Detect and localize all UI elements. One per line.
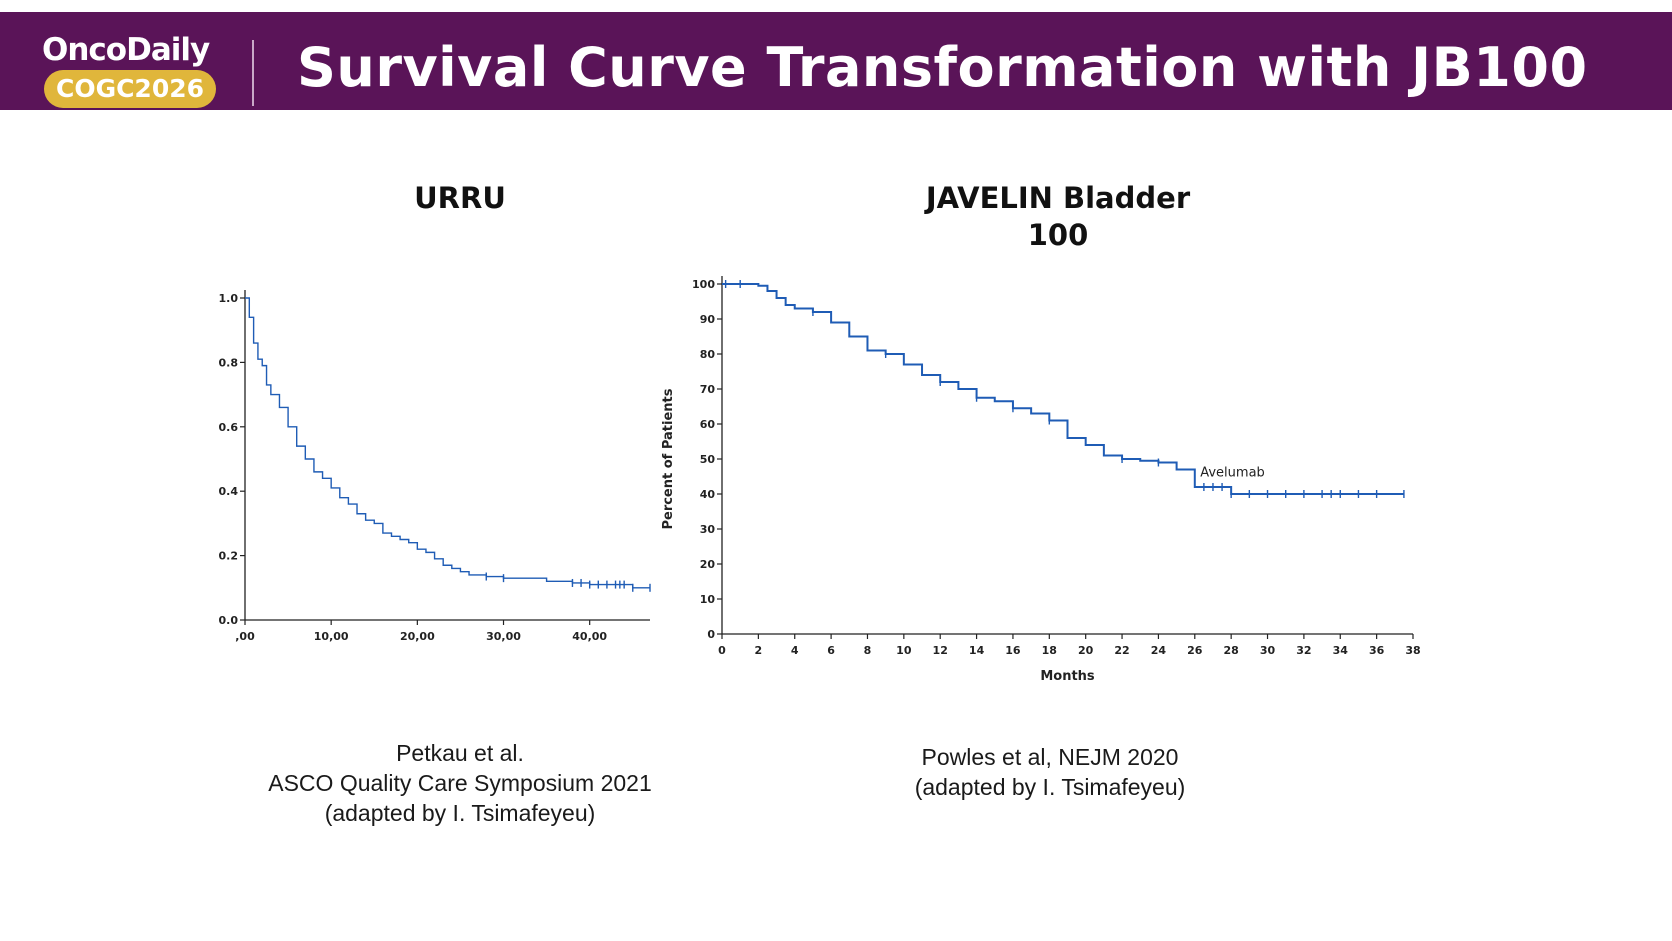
right-chart-title-line-1: JAVELIN Bladder [925,181,1191,215]
javelin-chart-x-tick-label: 34 [1333,644,1349,657]
javelin-chart-x-tick-label: 12 [933,644,948,657]
javelin-chart-y-tick-label: 100 [692,278,715,291]
javelin-chart-y-tick-label: 90 [700,313,716,326]
javelin-chart-x-tick-label: 14 [969,644,985,657]
urru-chart-x-tick-label: 20,00 [400,630,435,643]
javelin-chart-x-axis-label: Months [1040,669,1095,684]
javelin-chart-y-tick-label: 10 [700,593,716,606]
left-chart-title: URRU [300,180,620,217]
right-citation-line-2: (adapted by I. Tsimafeyeu) [914,774,1186,800]
javelin-chart-x-tick-label: 2 [755,644,763,657]
javelin-chart-y-tick-label: 50 [700,453,716,466]
left-citation-line-3: (adapted by I. Tsimafeyeu) [324,800,596,826]
left-citation-line-2: ASCO Quality Care Symposium 2021 [268,770,652,796]
javelin-chart-y-tick-label: 70 [700,383,716,396]
urru-chart-x-tick-label: 40,00 [572,630,607,643]
javelin-chart-x-tick-label: 30 [1260,644,1276,657]
javelin-chart-y-tick-label: 60 [700,418,716,431]
javelin-chart-series-label: Avelumab [1200,466,1265,481]
urru-chart-y-tick-label: 0.0 [219,614,239,627]
javelin-chart-x-tick-label: 16 [1005,644,1021,657]
javelin-chart-x-tick-label: 6 [827,644,835,657]
logo-badge: COGC2026 [44,70,216,108]
javelin-chart-x-tick-label: 26 [1187,644,1203,657]
left-citation: Petkau et al. ASCO Quality Care Symposiu… [220,738,700,828]
javelin-chart-y-tick-label: 20 [700,558,716,571]
javelin-chart-x-tick-label: 10 [896,644,912,657]
javelin-chart-x-tick-label: 8 [864,644,872,657]
urru-chart-x-tick-label: 10,00 [314,630,349,643]
urru-chart-y-tick-label: 0.6 [219,421,239,434]
javelin-chart-x-tick-label: 20 [1078,644,1094,657]
logo-wordmark: OncoDaily [42,32,210,68]
javelin-chart-x-tick-label: 18 [1042,644,1057,657]
javelin-chart-series-line [722,283,1404,495]
javelin-chart-x-tick-label: 0 [718,644,726,657]
javelin-chart-x-tick-label: 24 [1151,644,1167,657]
urru-chart-series-line [245,297,650,589]
javelin-chart-y-axis-label: Percent of Patients [661,388,676,529]
urru-chart-x-tick-label: 30,00 [486,630,521,643]
header-divider [252,40,254,106]
left-citation-line-1: Petkau et al. [396,740,524,766]
slide-title: Survival Curve Transformation with JB100 [297,36,1588,99]
right-chart-title: JAVELIN Bladder 100 [870,180,1246,254]
javelin-chart-y-tick-label: 80 [700,348,716,361]
javelin-chart-x-tick-label: 32 [1296,644,1311,657]
urru-chart-y-tick-label: 0.2 [219,550,239,563]
oncodaily-logo: OncoDaily COGC2026 [40,32,230,112]
right-chart-title-line-2: 100 [1027,218,1089,252]
javelin-chart-x-tick-label: 4 [791,644,799,657]
urru-chart-x-tick-label: ,00 [235,630,255,643]
urru-chart-y-tick-label: 0.8 [219,356,239,369]
urru-chart-y-tick-label: 0.4 [219,485,239,498]
left-chart-title-text: URRU [414,181,506,215]
right-citation-line-1: Powles et al, NEJM 2020 [921,744,1179,770]
javelin-chart-x-tick-label: 28 [1224,644,1239,657]
javelin-chart-y-tick-label: 0 [707,628,715,641]
javelin-chart-x-tick-label: 22 [1114,644,1129,657]
javelin-chart-y-tick-label: 40 [700,488,716,501]
javelin-chart-x-tick-label: 38 [1405,644,1420,657]
header-bar: OncoDaily COGC2026 Survival Curve Transf… [0,12,1672,110]
urru-chart-y-tick-label: 1.0 [219,292,239,305]
javelin-chart-x-tick-label: 36 [1369,644,1385,657]
javelin-chart-y-tick-label: 30 [700,523,716,536]
right-citation: Powles et al, NEJM 2020 (adapted by I. T… [860,742,1240,802]
